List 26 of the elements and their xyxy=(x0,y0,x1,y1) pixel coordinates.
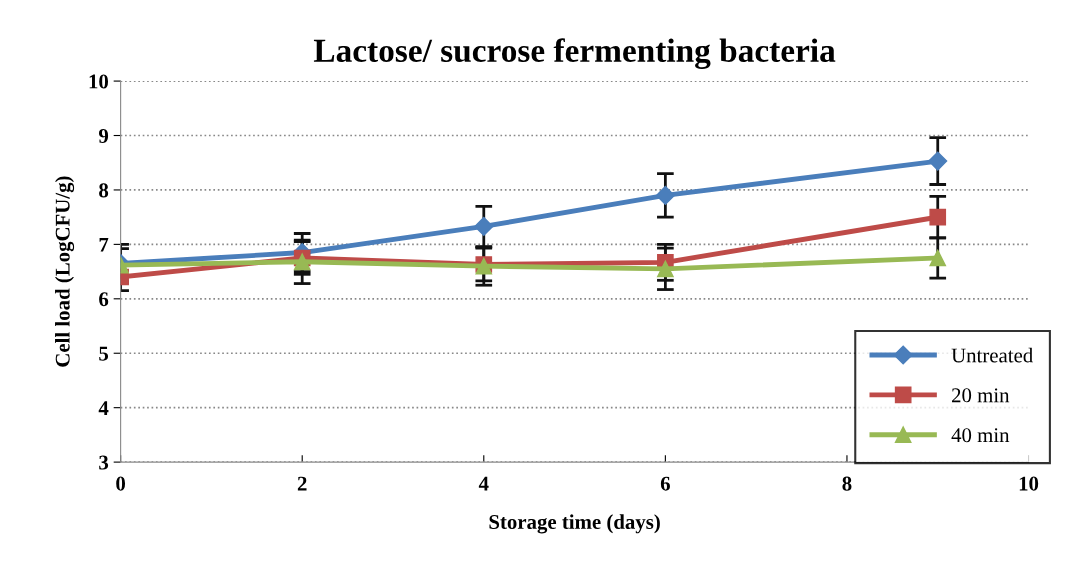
x-tick-label: 2 xyxy=(297,476,307,491)
point xyxy=(655,185,675,205)
legend-label: 40 min xyxy=(951,428,1010,443)
x-axis-title: Storage time (days) xyxy=(489,514,660,534)
legend-label: 20 min xyxy=(952,388,1010,403)
y-tick-label: 9 xyxy=(98,128,109,143)
x-tick-label: 0 xyxy=(116,476,126,491)
point xyxy=(929,208,947,226)
point xyxy=(474,216,494,236)
x-tick-label: 4 xyxy=(478,476,489,491)
point xyxy=(929,249,947,267)
x-tick-label: 10 xyxy=(1019,476,1039,491)
legend-label: Untreated xyxy=(951,347,1033,363)
y-tick-label: 4 xyxy=(98,401,109,415)
point xyxy=(928,151,948,171)
y-tick-label: 5 xyxy=(99,346,109,361)
point xyxy=(657,260,674,278)
chart-title: Lactose/ sucrose fermenting bacteria xyxy=(313,38,836,69)
x-tick-label: 8 xyxy=(842,476,852,491)
y-tick-label: 8 xyxy=(99,183,109,198)
y-tick-label: 3 xyxy=(99,455,109,470)
y-tick-label: 6 xyxy=(99,292,109,307)
x-tick-label: 6 xyxy=(660,476,670,491)
y-tick-label: 7 xyxy=(99,237,109,252)
y-tick-label: 10 xyxy=(89,74,109,89)
y-axis-title: Cell load (LogCFU/g) xyxy=(55,176,75,367)
